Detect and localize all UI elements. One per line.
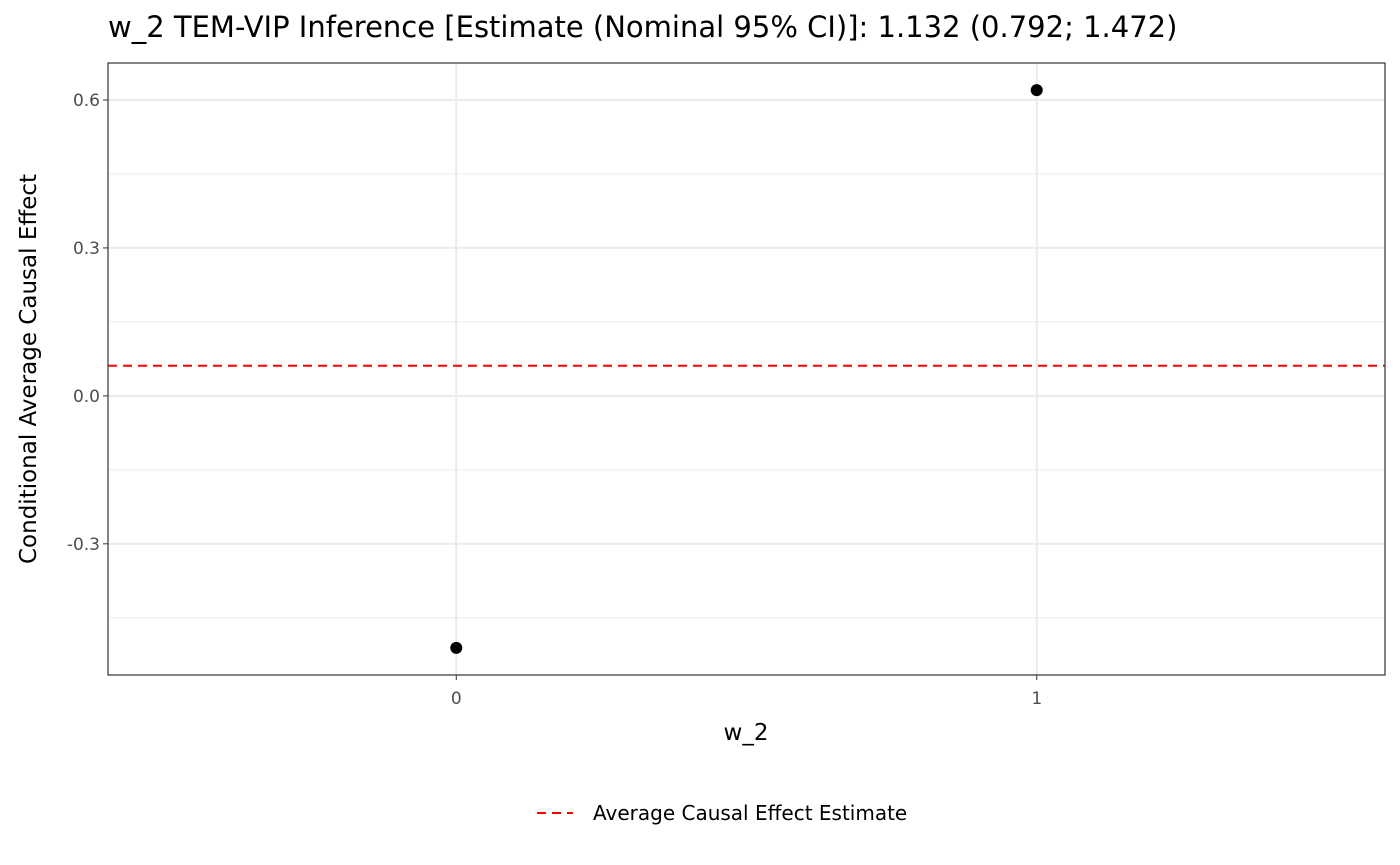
y-tick-label: 0.3 <box>73 239 100 259</box>
x-tick-label: 1 <box>1031 689 1042 709</box>
y-tick-label: -0.3 <box>67 535 100 555</box>
legend: Average Causal Effect Estimate <box>537 801 907 825</box>
y-tick-label: 0.6 <box>73 91 100 111</box>
y-tick-label: 0.0 <box>73 387 100 407</box>
y-axis-label: Conditional Average Causal Effect <box>16 174 42 564</box>
data-point <box>1030 84 1043 97</box>
x-tick-label: 0 <box>451 689 462 709</box>
legend-label: Average Causal Effect Estimate <box>593 801 907 825</box>
data-point <box>450 641 463 654</box>
chart-title: w_2 TEM-VIP Inference [Estimate (Nominal… <box>108 10 1178 44</box>
x-axis-label: w_2 <box>724 720 769 746</box>
plot-panel-border <box>107 62 1386 676</box>
